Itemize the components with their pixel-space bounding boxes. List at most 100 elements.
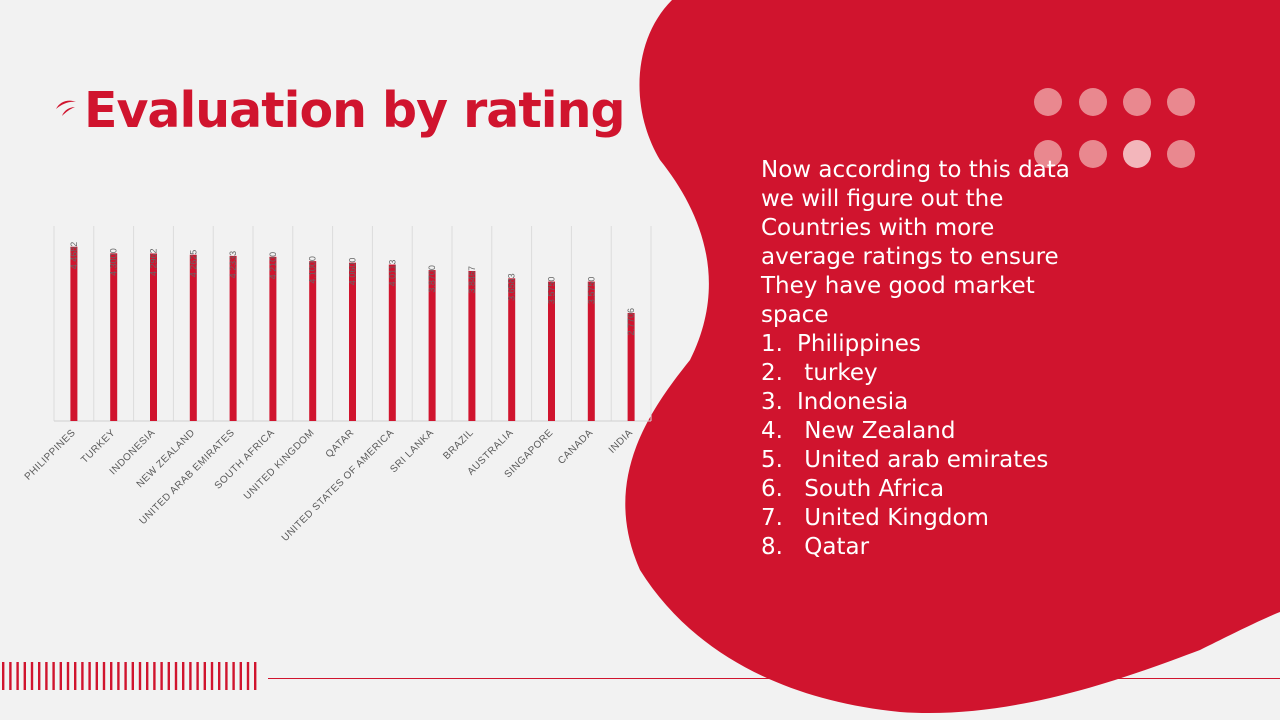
data-label: 4.2333 [228,251,238,279]
decorative-stripe [81,662,84,690]
top-countries-list: 1. Philippines 2. turkey 3. Indonesia 4. N… [761,330,1091,562]
decorative-stripe [117,662,120,690]
list-item: 2. turkey [761,359,1091,388]
title-container: Evaluation by rating [54,80,626,140]
footer-divider-line [268,678,1280,679]
decorative-stripe [174,662,178,690]
decorative-stripe [2,662,5,690]
bar [587,281,595,421]
list-item: 6. South Africa [761,475,1091,504]
decorative-stripe [138,662,142,690]
data-label: 4.0600 [348,258,358,286]
bar [508,278,516,421]
decorative-stripe [254,662,257,690]
leaf-icon [56,100,76,116]
decorative-dot [1034,140,1062,168]
list-number: 3. [761,389,783,415]
data-label: 3.5750 [547,277,557,305]
list-label: Indonesia [797,389,909,415]
tick-label: TURKEY [79,427,118,466]
page-title: Evaluation by rating [84,81,626,139]
data-label: 4.0113 [387,260,397,287]
decorative-stripe [30,662,34,690]
decorative-stripe [167,662,170,690]
decorative-stripe [9,662,12,690]
decorative-stripe [160,662,163,690]
decorative-stripe [95,662,98,690]
decorative-dot [1167,88,1195,116]
decorative-stripe [232,662,235,690]
decorative-stripe [189,662,192,690]
decorative-stripe [146,662,149,690]
list-number: 4. [761,418,783,444]
decorative-stripe [225,662,228,690]
list-number: 7. [761,505,783,531]
decorative-dot [1034,88,1062,116]
bar [150,253,157,421]
list-number: 5. [761,447,783,473]
decorative-stripe [124,662,127,690]
panel-intro-text: Now according to this data we will figur… [761,157,1070,328]
tick-label: BRAZIL [441,427,476,462]
bar [548,281,555,421]
bar [70,246,78,421]
decorative-stripe [23,662,26,690]
list-label: Philippines [797,331,921,357]
list-number: 2. [761,360,783,386]
list-label: United arab emirates [797,447,1049,473]
decorative-dot [1167,140,1195,168]
data-label: 3.8700 [427,265,437,293]
list-label: Qatar [797,534,870,560]
decorative-stripe [59,662,62,690]
decorative-dot-highlight [1123,140,1151,168]
decorative-stripe [16,662,19,690]
decorative-stripe [52,662,55,690]
list-item: 4. New Zealand [761,417,1091,446]
list-label: United Kingdom [797,505,989,531]
decorative-stripes [2,662,257,690]
decorative-stripe [110,662,113,690]
list-item: 3. Indonesia [761,388,1091,417]
decorative-stripe [74,662,77,690]
list-item: 7. United Kingdom [761,504,1091,533]
bar [388,264,396,421]
decorative-stripe [210,662,214,690]
decorative-stripe [102,662,106,690]
decorative-dot-grid [1030,86,1200,172]
list-item: 1. Philippines [761,330,1091,359]
data-label: 3.8467 [467,266,477,294]
list-number: 8. [761,534,783,560]
decorative-stripe [38,662,41,690]
decorative-stripe [182,662,185,690]
list-number: 1. [761,331,783,357]
list-label: turkey [797,360,878,386]
tick-label: INDIA [607,427,635,455]
data-label: 4.2100 [268,252,278,280]
decorative-stripe [45,662,48,690]
data-label: 3.5750 [586,277,596,305]
bar [189,254,197,421]
bar [428,270,436,421]
data-label: 4.4682 [69,242,79,270]
decorative-stripe [239,662,242,690]
bar [468,270,476,421]
decorative-dot [1079,88,1107,116]
tick-label: UNITED KINGDOM [242,427,317,502]
bar [309,261,317,421]
tick-label: CANADA [556,427,595,466]
decorative-stripe [196,662,199,690]
bar [627,312,635,421]
data-label: 4.3000 [109,248,119,276]
list-number: 6. [761,476,783,502]
decorative-dot [1079,140,1107,168]
decorative-stripe [88,662,91,690]
decorative-stripe [246,662,250,690]
data-label: 2.7706 [626,308,636,336]
data-label: 4.1000 [308,256,318,284]
data-label: 4.2962 [149,248,159,276]
list-label: New Zealand [797,418,956,444]
decorative-stripe [131,662,134,690]
decorative-stripe [153,662,156,690]
